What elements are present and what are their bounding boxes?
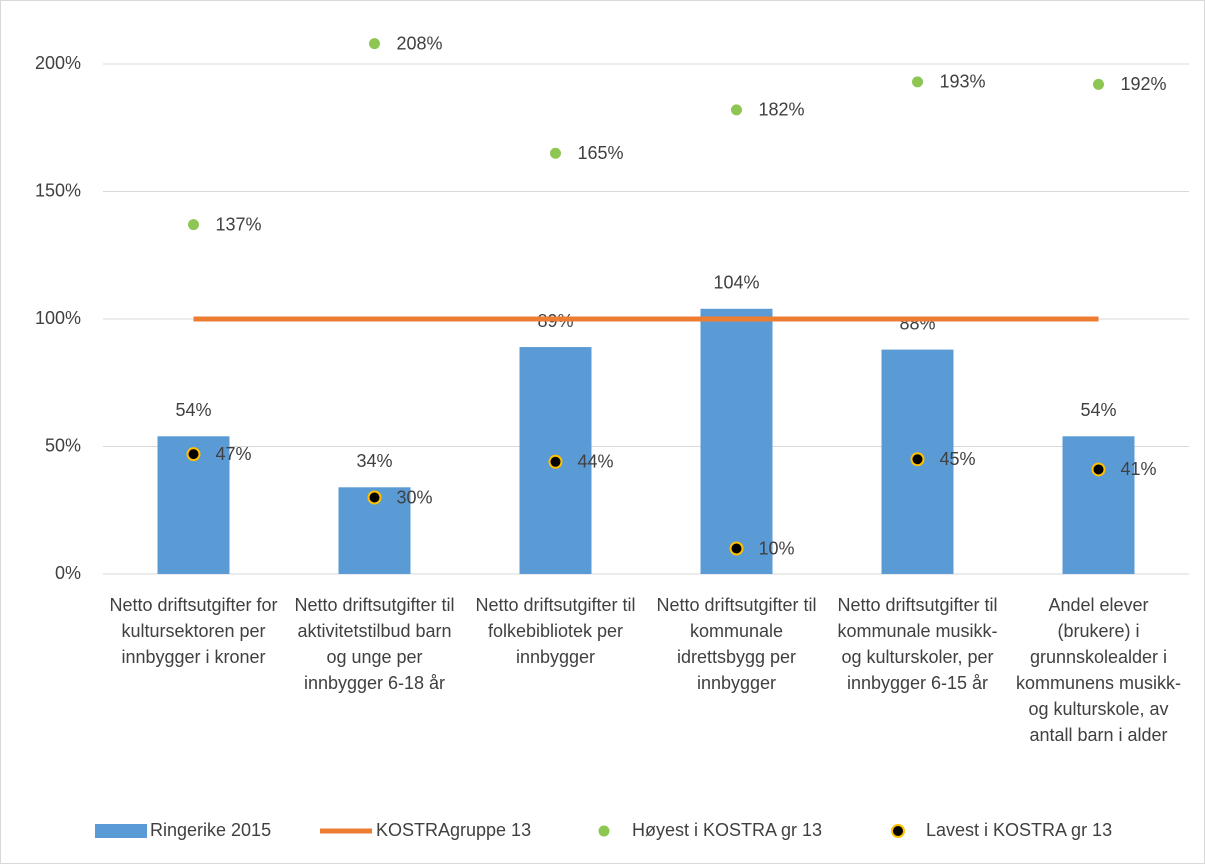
data-label: 208%: [397, 33, 443, 53]
point: [367, 490, 382, 505]
data-label: 182%: [759, 100, 805, 120]
point: [1092, 77, 1105, 91]
data-label: 41%: [1121, 459, 1157, 479]
point: [910, 452, 925, 467]
data-label: 88%: [899, 313, 935, 333]
legend-label: Lavest i KOSTRA gr 13: [926, 820, 1112, 840]
x-tick-label: Netto driftsutgifter til folkebibliotek …: [475, 595, 636, 667]
point: [368, 37, 381, 51]
data-label: 54%: [175, 400, 211, 420]
data-label: 30%: [397, 487, 433, 507]
data-label: 137%: [216, 214, 262, 234]
legend-label: Ringerike 2015: [150, 820, 271, 840]
y-tick-label: 0%: [55, 563, 81, 583]
point: [730, 103, 743, 117]
legend-swatch: [597, 824, 611, 838]
x-tick-label: Netto driftsutgifter til aktivitetstilbu…: [294, 595, 455, 693]
legend-label: Høyest i KOSTRA gr 13: [632, 820, 822, 840]
data-label: 47%: [216, 444, 252, 464]
point: [548, 454, 563, 469]
point: [187, 218, 200, 232]
data-label: 193%: [940, 72, 986, 92]
x-tick-label: Netto driftsutgifter til kommunale idret…: [656, 595, 817, 693]
y-tick-label: 200%: [35, 53, 81, 73]
data-label: 10%: [759, 538, 795, 558]
x-tick-label: Netto driftsutgifter til kommunale musik…: [837, 595, 998, 693]
data-label: 34%: [356, 451, 392, 471]
legend-swatch: [95, 824, 147, 838]
x-tick-label: Netto driftsutgifter for kultursektoren …: [109, 595, 278, 667]
bar: [1062, 436, 1135, 574]
y-tick-label: 150%: [35, 180, 81, 200]
point: [549, 146, 562, 160]
data-label: 165%: [578, 143, 624, 163]
data-label: 104%: [713, 273, 759, 293]
y-tick-label: 50%: [45, 435, 81, 455]
data-label: 192%: [1121, 74, 1167, 94]
point: [729, 541, 744, 556]
bar: [700, 308, 773, 574]
data-label: 54%: [1080, 400, 1116, 420]
x-tick-label: Andel elever (brukere) i grunnskolealder…: [1015, 595, 1182, 745]
data-label: 44%: [578, 452, 614, 472]
legend-label: KOSTRAgruppe 13: [376, 820, 531, 840]
y-tick-label: 100%: [35, 308, 81, 328]
point: [911, 75, 924, 89]
data-label: 45%: [940, 449, 976, 469]
point: [186, 447, 201, 462]
point: [1091, 462, 1106, 477]
legend-swatch: [891, 824, 905, 838]
